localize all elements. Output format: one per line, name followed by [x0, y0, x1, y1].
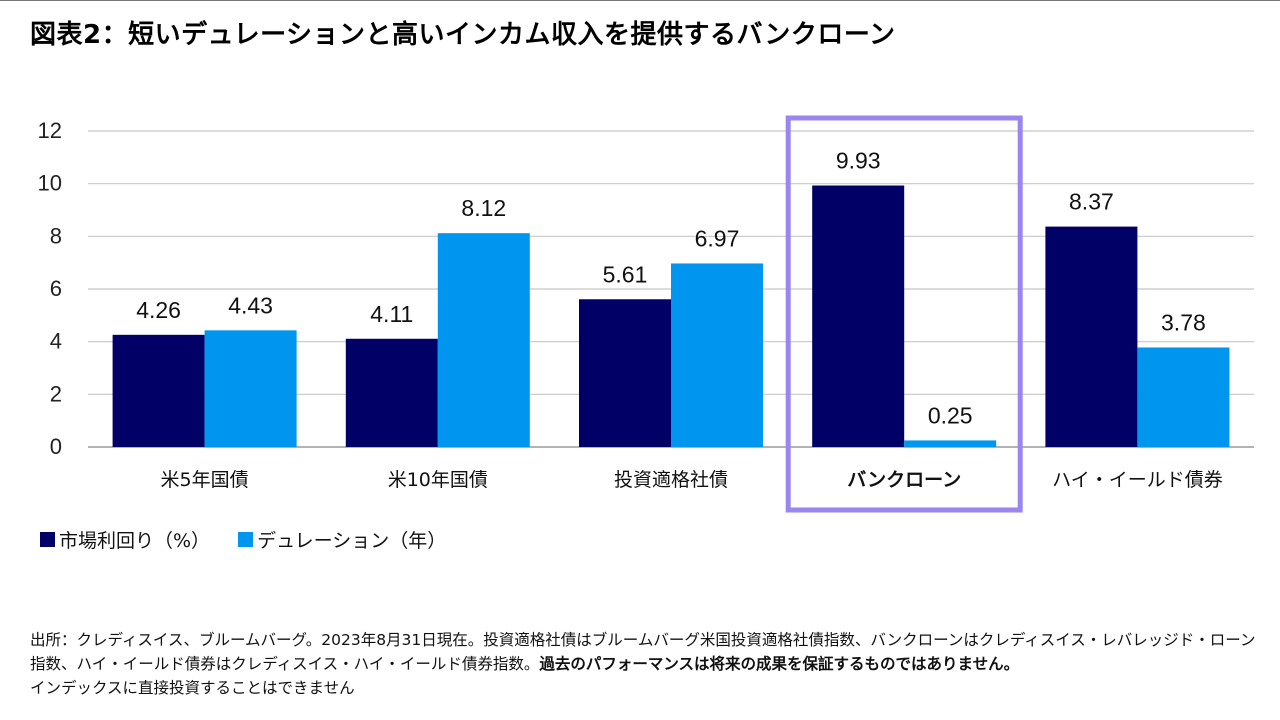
source-note-text: 出所：クレディスイス、ブルームバーグ。2023年8月31日現在。投資適格社債はブ…	[30, 631, 1256, 673]
disclaimer-bold: 過去のパフォーマンスは将来の成果を保証するものではありません。	[539, 655, 1020, 673]
data-label-yield: 4.11	[370, 301, 413, 327]
bar-yield	[579, 299, 671, 447]
legend-label-yield: 市場利回り（%）	[59, 530, 211, 552]
legend-item-duration: デュレーション（年）	[238, 526, 446, 553]
bar-yield	[1045, 226, 1138, 447]
data-label-yield: 4.26	[136, 297, 181, 323]
category-label: 米5年国債	[161, 469, 249, 491]
data-label-yield: 9.93	[836, 148, 881, 174]
y-tick-label: 2	[50, 381, 62, 406]
bar-yield	[812, 185, 905, 447]
category-label: 米10年国債	[388, 469, 488, 491]
source-note: 出所：クレディスイス、ブルームバーグ。2023年8月31日現在。投資適格社債はブ…	[30, 628, 1260, 700]
legend-label-duration: デュレーション（年）	[257, 530, 447, 552]
data-label-yield: 8.37	[1069, 189, 1114, 215]
legend: 市場利回り（%） デュレーション（年）	[40, 526, 446, 553]
data-label-duration: 3.78	[1161, 309, 1206, 335]
y-tick-label: 6	[50, 276, 62, 301]
category-label: 投資適格社債	[614, 469, 728, 491]
legend-item-yield: 市場利回り（%）	[40, 526, 210, 553]
data-label-duration: 4.43	[228, 292, 273, 318]
bar-yield	[345, 338, 438, 447]
bar-duration	[671, 263, 763, 447]
y-tick-label: 12	[38, 118, 62, 143]
y-tick-label: 8	[50, 223, 62, 248]
legend-swatch-yield	[40, 532, 55, 547]
data-label-yield: 5.61	[603, 261, 648, 287]
data-label-duration: 0.25	[928, 402, 973, 428]
bar-yield	[112, 334, 205, 447]
chart-title: 図表2：短いデュレーションと高いインカム収入を提供するバンクローン	[30, 20, 896, 50]
bar-duration	[904, 440, 997, 447]
top-rule	[0, 0, 1280, 1]
y-tick-label: 4	[50, 329, 62, 354]
bar-duration	[437, 233, 530, 447]
category-label: バンクローン	[847, 469, 961, 491]
data-label-duration: 6.97	[695, 225, 740, 251]
source-note-tail: インデックスに直接投資することはできません	[30, 679, 355, 697]
y-tick-label: 10	[38, 171, 62, 196]
legend-swatch-duration	[238, 532, 254, 547]
data-label-duration: 8.12	[461, 195, 506, 221]
highlight-box	[785, 115, 1023, 513]
bar-chart: 0 2 4 6 8 10 12 4.26 4.43 米5年国債 4.11 8.12 米10年国債 5.61…	[38, 115, 1254, 513]
bar-duration	[1137, 347, 1230, 447]
category-label: ハイ・イールド債券	[1052, 469, 1223, 491]
bar-duration	[204, 330, 297, 447]
y-tick-label: 0	[50, 434, 62, 459]
